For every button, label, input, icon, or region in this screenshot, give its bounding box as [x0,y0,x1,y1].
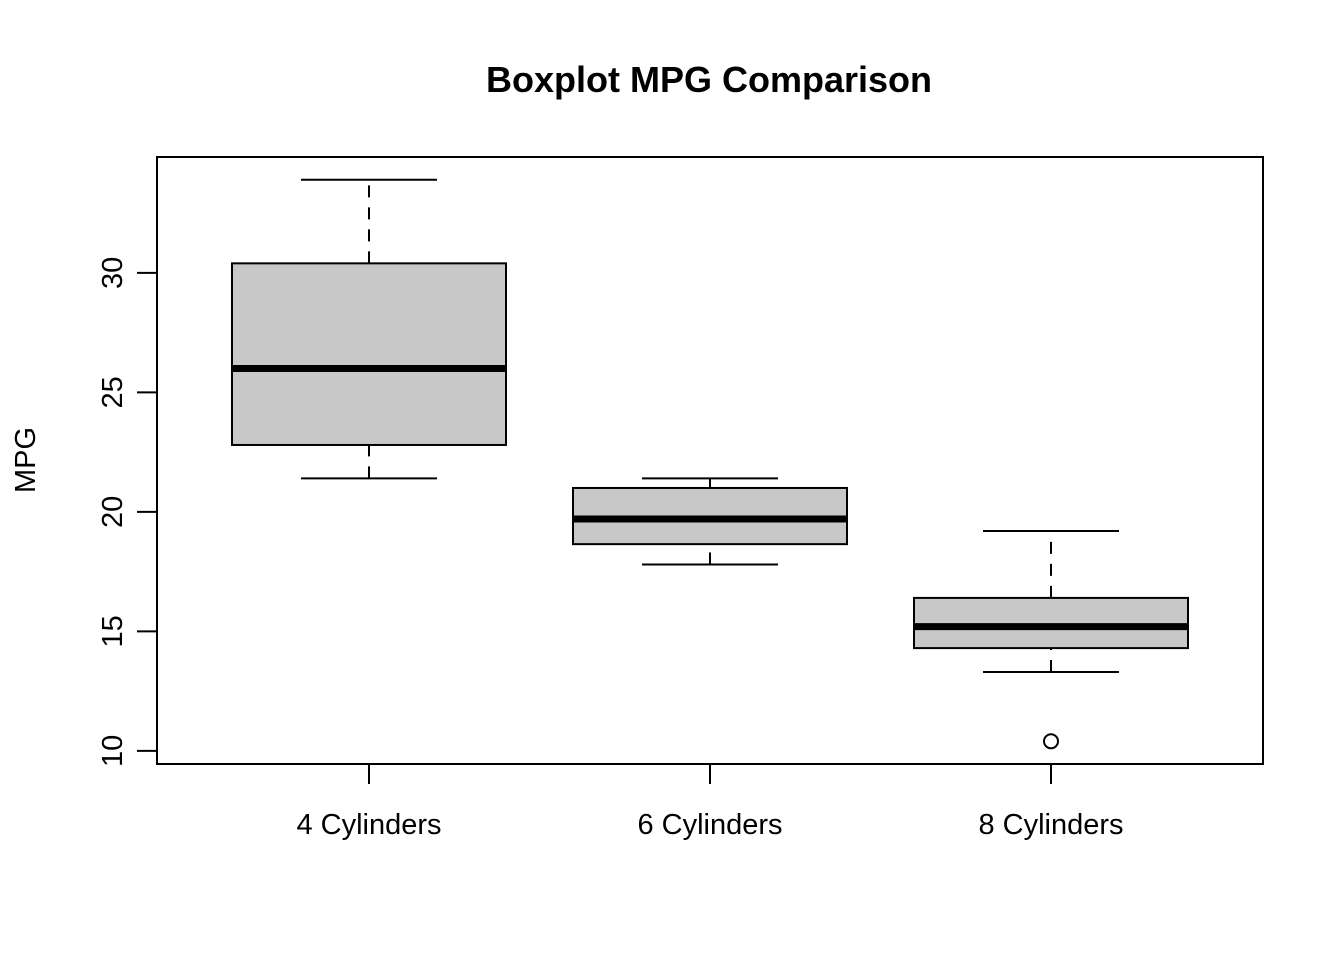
x-tick-label: 4 Cylinders [296,809,441,841]
y-axis-label: MPG [10,427,42,493]
y-tick-label: 10 [97,735,129,767]
iqr-box [231,262,507,446]
chart-marks: 10 15 20 25 30 4 Cylinders 6 Cylinders 8 Cylind… [97,178,1189,841]
y-tick-label: 15 [97,615,129,647]
chart-title: Boxplot MPG Comparison [486,59,932,100]
y-tick-label: 30 [97,257,129,289]
y-tick-label: 20 [97,496,129,528]
x-tick-label: 8 Cylinders [978,809,1123,841]
iqr-box [913,596,1189,650]
y-tick-label: 25 [97,376,129,408]
outlier-point [1043,733,1059,750]
x-tick-label: 6 Cylinders [637,809,782,841]
